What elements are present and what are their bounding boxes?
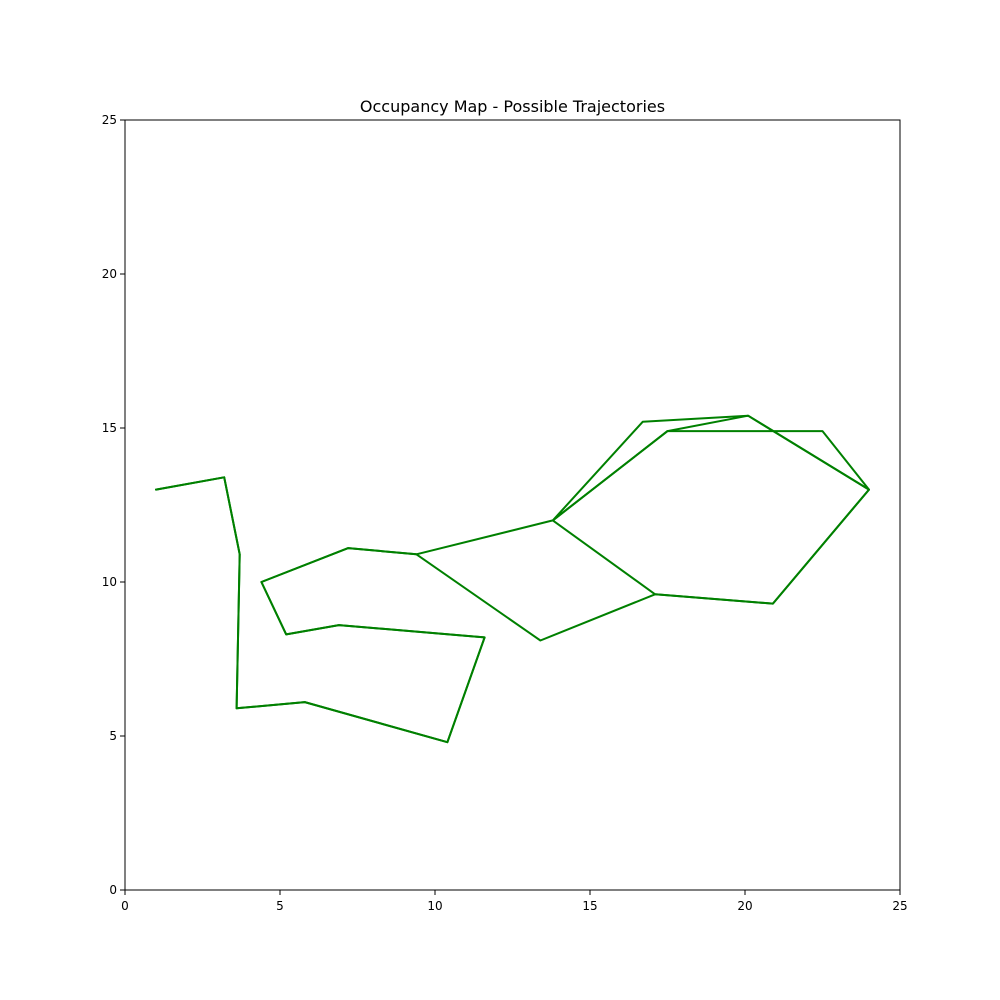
x-tick-label: 15 [582, 899, 597, 913]
x-tick-label: 5 [276, 899, 284, 913]
y-axis: 0 5 10 15 20 25 [102, 113, 125, 897]
y-tick-label: 10 [102, 575, 117, 589]
x-axis: 0 5 10 15 20 25 [121, 890, 908, 913]
plot-frame [124, 119, 901, 891]
x-tick-label: 10 [427, 899, 442, 913]
y-tick-label: 5 [109, 729, 117, 743]
y-tick-label: 20 [102, 267, 117, 281]
x-tick-label: 20 [737, 899, 752, 913]
x-tick-label: 25 [892, 899, 907, 913]
x-tick-label: 0 [121, 899, 129, 913]
trajectory-layer [155, 414, 870, 744]
y-tick-label: 0 [109, 883, 117, 897]
y-tick-label: 25 [102, 113, 117, 127]
y-tick-label: 15 [102, 421, 117, 435]
trajectory-line-2 [155, 414, 870, 744]
chart-title: Occupancy Map - Possible Trajectories [360, 97, 665, 116]
